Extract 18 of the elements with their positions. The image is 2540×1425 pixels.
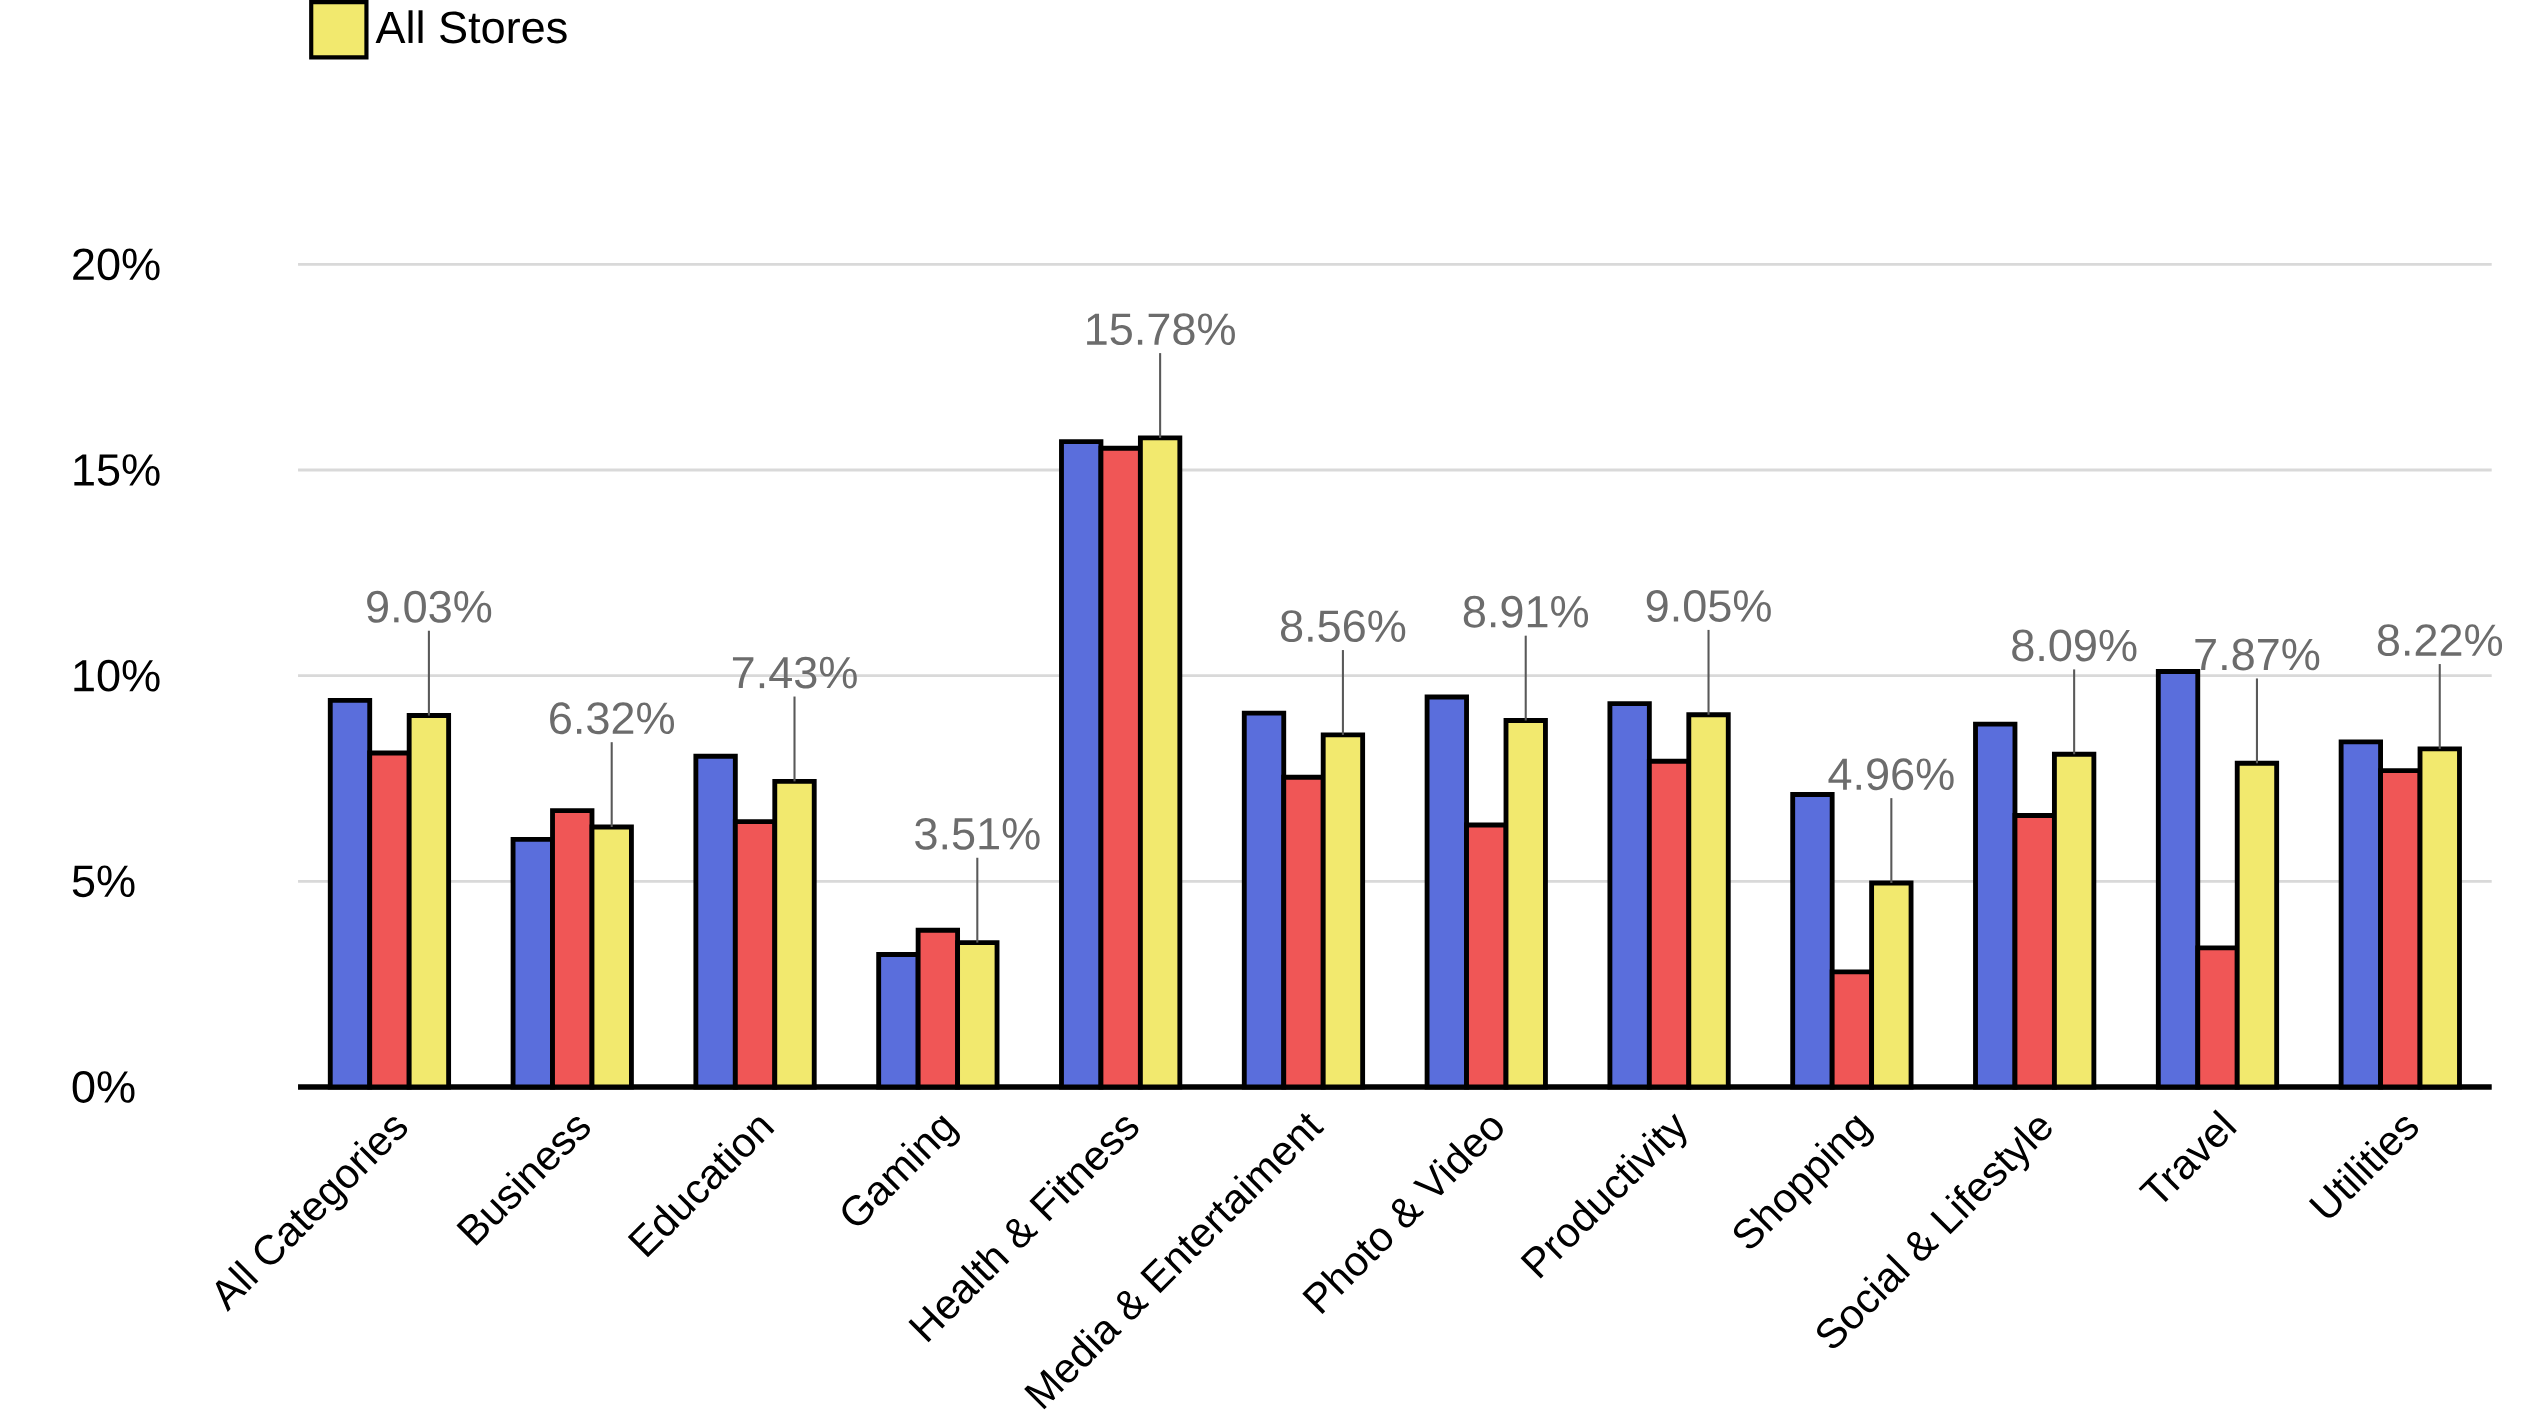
data-label: 8.56% <box>1280 610 1406 642</box>
y-tick-label: 15% <box>74 454 160 486</box>
data-label: 15.78% <box>1087 313 1235 345</box>
data-label: 9.05% <box>1646 589 1771 622</box>
data-label: 9.03% <box>367 590 492 623</box>
data-label: 7.43% <box>732 656 857 689</box>
data-label: 3.51% <box>915 817 1040 850</box>
y-tick-label: 10% <box>74 659 160 692</box>
legend-label: All Stores <box>375 10 567 44</box>
data-label: 8.09% <box>2012 629 2137 662</box>
data-label: 8.22% <box>2377 624 2503 656</box>
data-label: 6.32% <box>550 702 674 735</box>
data-label: 7.87% <box>2195 638 2320 671</box>
y-tick-label: 5% <box>72 865 135 898</box>
y-tick-label: 0% <box>72 1070 135 1103</box>
data-label: 4.96% <box>1828 758 1954 791</box>
y-tick-label: 20% <box>73 248 160 281</box>
data-label: 8.91% <box>1463 595 1589 628</box>
